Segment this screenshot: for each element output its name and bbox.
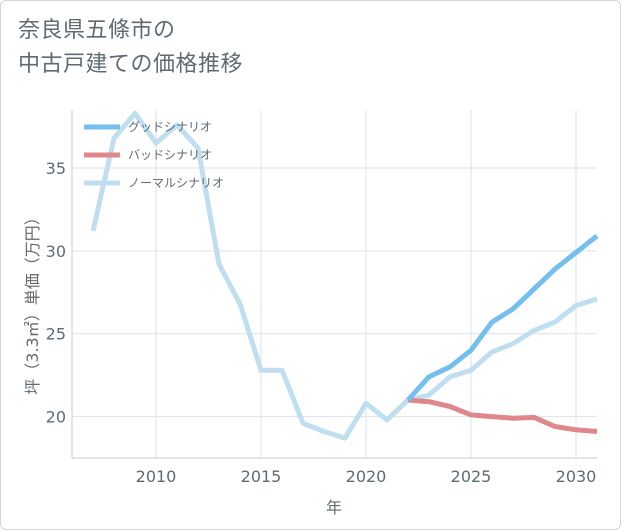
y-tick-label: 35 xyxy=(46,159,66,178)
plot-background xyxy=(72,110,597,458)
y-tick-label: 25 xyxy=(46,325,66,344)
x-axis-label: 年 xyxy=(326,498,342,517)
chart-title-line-1: 奈良県五條市の xyxy=(18,18,176,43)
chart-title: 奈良県五條市の 中古戸建ての価格推移 xyxy=(18,14,243,82)
gridlines xyxy=(72,110,597,458)
y-tick-label: 20 xyxy=(46,408,66,427)
chart-title-line-2: 中古戸建ての価格推移 xyxy=(18,52,244,77)
series-line-3 xyxy=(90,110,598,441)
series-line-1 xyxy=(406,233,599,402)
series-lines xyxy=(90,110,599,441)
x-tick-label: 2025 xyxy=(451,467,492,486)
legend-label: ノーマルシナリオ xyxy=(128,176,224,190)
y-tick-label: 30 xyxy=(46,242,66,261)
series-line-2 xyxy=(407,397,598,434)
legend-label: バッドシナリオ xyxy=(128,148,212,162)
x-tick-label: 2015 xyxy=(241,467,282,486)
x-tick-label: 2010 xyxy=(136,467,177,486)
x-tick-label: 2030 xyxy=(556,467,597,486)
y-axis-label: 坪（3.3㎡）単価（万円） xyxy=(23,209,42,394)
x-tick-label: 2020 xyxy=(346,467,387,486)
legend-label: グッドシナリオ xyxy=(128,120,212,134)
